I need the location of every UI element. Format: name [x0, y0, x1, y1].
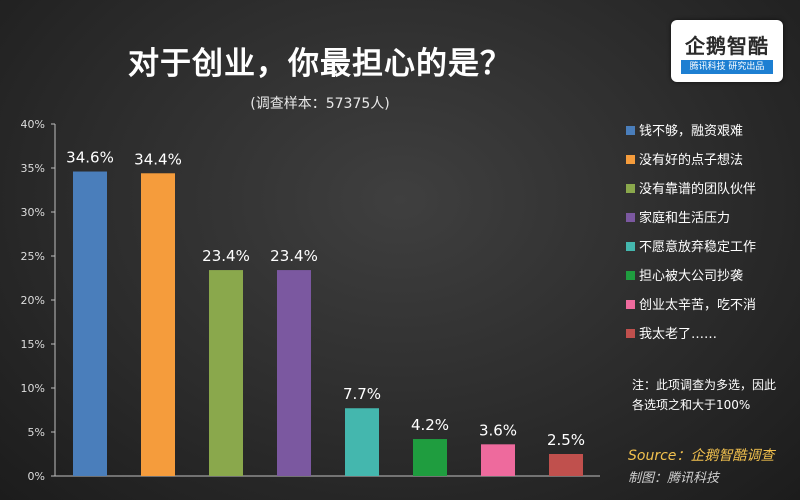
legend-item: 担心被大公司抄袭: [626, 269, 796, 298]
legend-swatch: [626, 242, 635, 251]
bar-data-label: 34.6%: [66, 149, 114, 167]
legend-label: 担心被大公司抄袭: [639, 269, 744, 284]
legend-item: 不愿意放弃稳定工作: [626, 240, 796, 269]
chart-legend: 钱不够，融资艰难 没有好的点子想法 没有靠谱的团队伙伴 家庭和生活压力不愿意放弃稳定工…: [626, 124, 796, 356]
y-tick-label: 40%: [21, 118, 45, 131]
legend-item: 钱不够，融资艰难: [626, 124, 796, 153]
legend-item: 没有好的点子想法: [626, 153, 796, 182]
bar-data-label: 34.4%: [134, 150, 182, 168]
bar-data-label: 2.5%: [547, 431, 585, 449]
legend-label: 创业太辛苦，吃不消: [639, 298, 757, 313]
bar: [277, 270, 311, 476]
legend-label: 家庭和生活压力: [639, 211, 731, 226]
y-tick-label: 10%: [21, 382, 45, 395]
legend-label: 我太老了……: [639, 327, 718, 342]
source-label: Source：企鹅智酷调查: [628, 448, 775, 464]
bar-data-label: 4.2%: [411, 416, 449, 434]
legend-label: 没有好的点子想法: [639, 153, 744, 168]
bar: [413, 439, 447, 476]
bar: [141, 173, 175, 476]
chart-title: 对于创业，你最担心的是？: [128, 46, 512, 82]
y-tick-label: 20%: [21, 294, 45, 307]
legend-swatch: [626, 126, 635, 135]
legend-swatch: [626, 271, 635, 280]
legend-item: 没有靠谱的团队伙伴: [626, 182, 796, 211]
legend-swatch: [626, 300, 635, 309]
legend-swatch: [626, 184, 635, 193]
bar-data-label: 23.4%: [202, 247, 250, 265]
bar: [549, 454, 583, 476]
legend-item: 创业太辛苦，吃不消: [626, 298, 796, 327]
chart-subtitle: (调查样本：57375人): [250, 96, 390, 112]
logo-band: 腾讯科技 研究出品: [681, 60, 773, 74]
note-line-2: 各选项之和大于100%: [632, 398, 751, 412]
legend-item: 我太老了……: [626, 327, 796, 356]
bar-data-label: 7.7%: [343, 385, 381, 403]
logo-text: 企鹅智酷: [685, 34, 769, 58]
legend-swatch: [626, 213, 635, 222]
legend-swatch: [626, 155, 635, 164]
bar: [345, 408, 379, 476]
y-tick-label: 35%: [21, 162, 45, 175]
chart-note: 注：此项调查为多选，因此 各选项之和大于100%: [632, 375, 776, 415]
bar-data-label: 23.4%: [270, 247, 318, 265]
bar-data-label: 3.6%: [479, 421, 517, 439]
legend-label: 没有靠谱的团队伙伴: [639, 182, 757, 197]
y-tick-label: 0%: [28, 470, 45, 483]
bar: [73, 171, 107, 476]
y-tick-label: 15%: [21, 338, 45, 351]
bar: [481, 444, 515, 476]
maker-label: 制图：腾讯科技: [628, 471, 720, 486]
legend-label: 钱不够，融资艰难: [639, 124, 744, 139]
y-tick-label: 30%: [21, 206, 45, 219]
logo-badge: 企鹅智酷 腾讯科技 研究出品: [671, 20, 783, 82]
y-tick-label: 5%: [28, 426, 45, 439]
legend-swatch: [626, 329, 635, 338]
legend-label: 不愿意放弃稳定工作: [639, 240, 757, 255]
bar: [209, 270, 243, 476]
note-line-1: 注：此项调查为多选，因此: [632, 378, 777, 392]
legend-item: 家庭和生活压力: [626, 211, 796, 240]
y-tick-label: 25%: [21, 250, 45, 263]
